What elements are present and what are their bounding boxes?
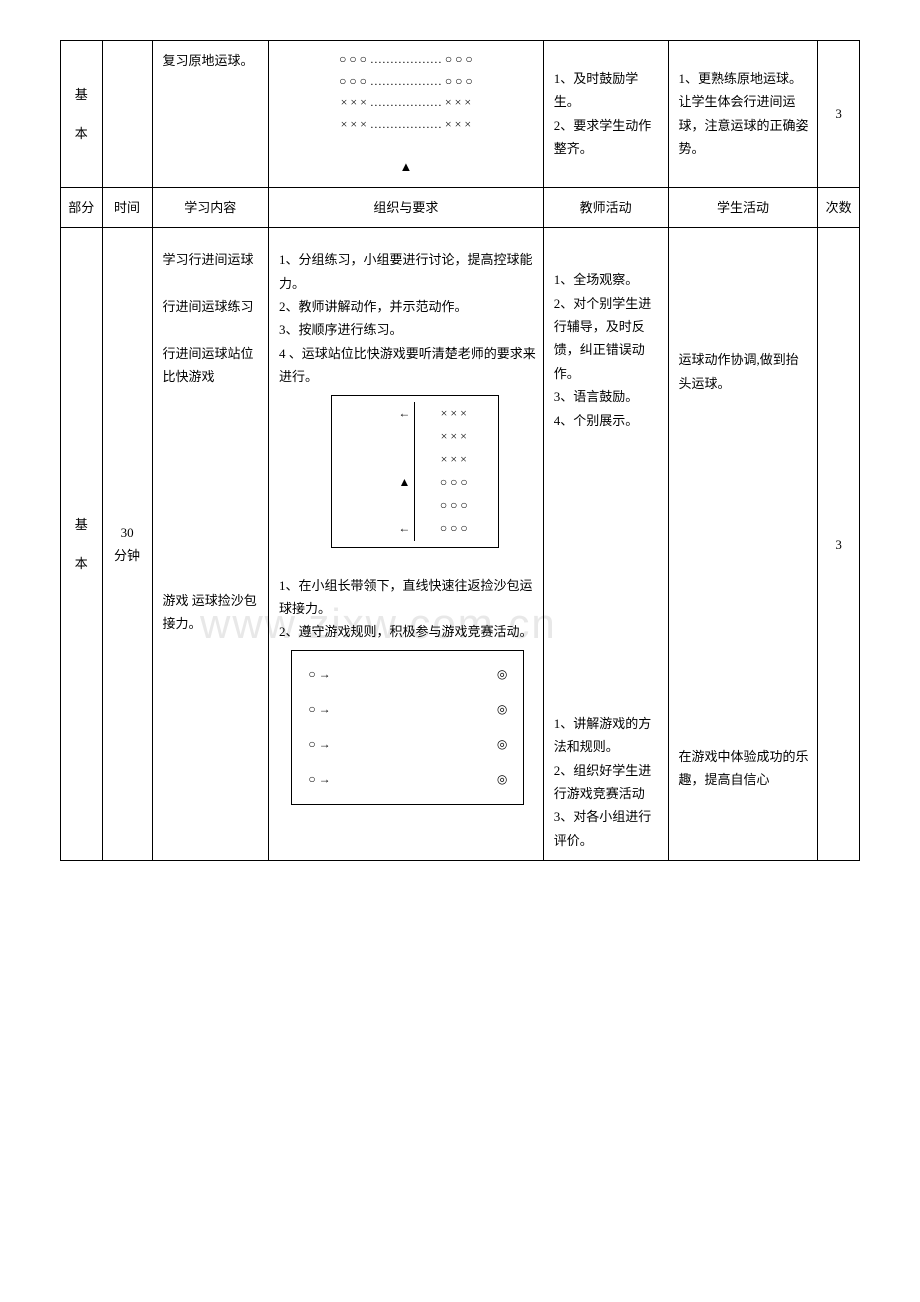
org-text-a: 1、分组练习，小组要进行讨论，提高控球能力。 2、教师讲解动作，并示范动作。 3… [279,248,537,388]
formation-box-b: ○ →◎○ →◎○ →◎○ →◎ [291,650,524,805]
student-section-a: 运球动作协调,做到抬头运球。 [679,348,812,395]
table-row: 基 本 30 分钟 学习行进间运球 行进间运球练习 行进间运球站位比快游戏 游戏… [61,228,860,861]
header-time: 时间 [102,187,152,227]
teacher-cell: 1、全场观察。 2、对个别学生进行辅导，及时反馈，纠正错误动作。 3、语言鼓励。… [543,228,668,861]
org-cell: 1、分组练习，小组要进行讨论，提高控球能力。 2、教师讲解动作，并示范动作。 3… [269,228,544,861]
header-teacher: 教师活动 [543,187,668,227]
time-cell [102,41,152,188]
teacher-cell: 1、及时鼓励学生。 2、要求学生动作整齐。 [543,41,668,188]
teacher-section-b: 1、讲解游戏的方法和规则。 2、组织好学生进行游戏竞赛活动 3、对各小组进行评价… [554,712,662,852]
table-row: 基 本 复习原地运球。 ○ ○ ○ ……………… ○ ○ ○ ○ ○ ○ ………… [61,41,860,188]
teacher-section-a: 1、全场观察。 2、对个别学生进行辅导，及时反馈，纠正错误动作。 3、语言鼓励。… [554,268,662,432]
formation-diagram: ○ ○ ○ ……………… ○ ○ ○ ○ ○ ○ ……………… ○ ○ ○ × … [275,49,537,135]
org-cell: ○ ○ ○ ……………… ○ ○ ○ ○ ○ ○ ……………… ○ ○ ○ × … [269,41,544,188]
content-cell: 学习行进间运球 行进间运球练习 行进间运球站位比快游戏 游戏 运球捡沙包接力。 [152,228,269,861]
content-section-b: 游戏 运球捡沙包接力。 [163,589,263,636]
count-cell: 3 [818,228,860,861]
header-student: 学生活动 [668,187,818,227]
teacher-marker: ▲ [275,155,537,178]
header-count: 次数 [818,187,860,227]
student-cell: 运球动作协调,做到抬头运球。 在游戏中体验成功的乐趣，提高自信心 [668,228,818,861]
student-section-b: 在游戏中体验成功的乐趣，提高自信心 [679,745,812,792]
time-cell: 30 分钟 [102,228,152,861]
org-text-b: 1、在小组长带领下，直线快速往返捡沙包运球接力。 2、遵守游戏规则，积极参与游戏… [279,574,537,644]
part-cell: 基 本 [61,41,103,188]
header-content: 学习内容 [152,187,269,227]
part-cell: 基 本 [61,228,103,861]
formation-box-a: ←× × ×× × ×× × ×▲○ ○ ○○ ○ ○←○ ○ ○ [331,395,500,548]
student-cell: 1、更熟练原地运球。 让学生体会行进间运球，注意运球的正确姿势。 [668,41,818,188]
header-part: 部分 [61,187,103,227]
lesson-plan-table: 基 本 复习原地运球。 ○ ○ ○ ……………… ○ ○ ○ ○ ○ ○ ………… [60,40,860,861]
header-row: 部分 时间 学习内容 组织与要求 教师活动 学生活动 次数 [61,187,860,227]
header-org: 组织与要求 [269,187,544,227]
count-cell: 3 [818,41,860,188]
content-cell: 复习原地运球。 [152,41,269,188]
content-section-a: 学习行进间运球 行进间运球练习 行进间运球站位比快游戏 [163,248,263,388]
